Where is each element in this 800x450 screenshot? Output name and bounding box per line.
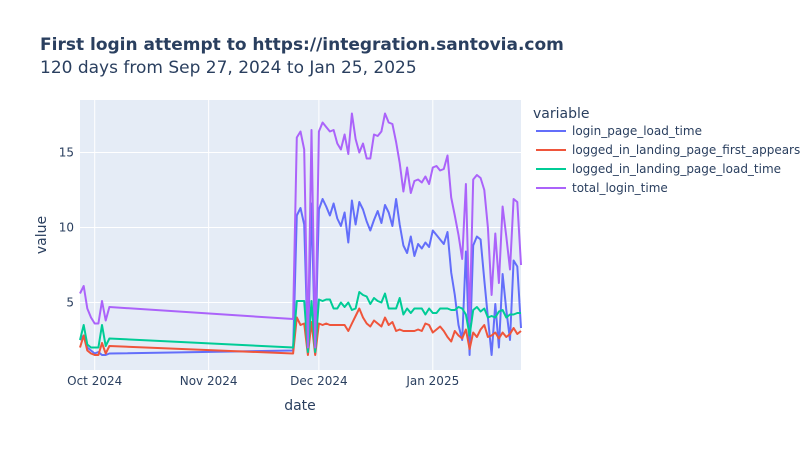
- legend-label: total_login_time: [572, 181, 668, 195]
- x-tick-label: Jan 2025: [405, 374, 459, 388]
- x-tick-label: Dec 2024: [290, 374, 348, 388]
- y-axis-ticks: 5 10 15: [59, 146, 74, 310]
- legend-item-logged-in-landing-page-first-appears[interactable]: logged_in_landing_page_first_appears: [536, 143, 800, 157]
- chart-subtitle: 120 days from Sep 27, 2024 to Jan 25, 20…: [40, 58, 417, 78]
- chart-title: First login attempt to https://integrati…: [40, 35, 564, 55]
- legend-item-total-login-time[interactable]: total_login_time: [536, 181, 668, 195]
- y-tick-label: 5: [66, 296, 74, 310]
- series-line-login-page-load-time: [79, 198, 522, 356]
- plot-area: [80, 100, 521, 370]
- legend-item-login-page-load-time[interactable]: login_page_load_time: [536, 124, 702, 138]
- legend-title: variable: [533, 106, 589, 122]
- y-tick-label: 10: [59, 221, 74, 235]
- x-tick-label: Nov 2024: [180, 374, 238, 388]
- y-tick-label: 15: [59, 146, 74, 160]
- x-axis-title: date: [284, 398, 316, 414]
- legend-item-logged-in-landing-page-load-time[interactable]: logged_in_landing_page_load_time: [536, 162, 781, 176]
- series-line-logged-in-landing-page-load-time: [79, 291, 521, 353]
- x-tick-label: Oct 2024: [67, 374, 122, 388]
- x-axis-ticks: Oct 2024 Nov 2024 Dec 2024 Jan 2025: [67, 374, 459, 388]
- legend[interactable]: variable login_page_load_time logged_in_l…: [533, 106, 800, 195]
- y-axis-title: value: [34, 216, 50, 254]
- series-line-logged-in-landing-page-first-appears: [79, 307, 522, 356]
- legend-label: logged_in_landing_page_first_appears: [572, 143, 800, 157]
- series-line-total-login-time: [79, 112, 522, 349]
- legend-label: logged_in_landing_page_load_time: [572, 162, 781, 176]
- legend-label: login_page_load_time: [572, 124, 702, 138]
- series-lines: [79, 112, 522, 356]
